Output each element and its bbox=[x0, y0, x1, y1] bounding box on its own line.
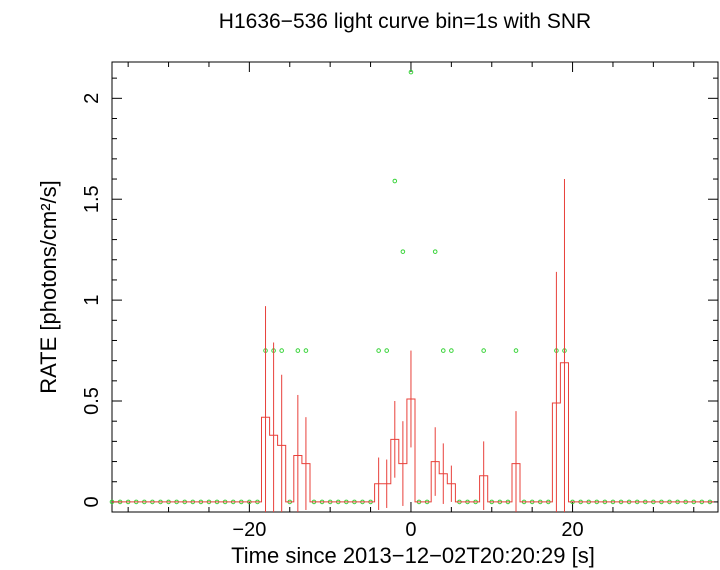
x-tick-label: 0 bbox=[405, 519, 416, 541]
snr-point bbox=[513, 348, 519, 353]
snr-point bbox=[400, 249, 406, 254]
y-tick-label: 0 bbox=[81, 496, 103, 507]
y-axis: 0 0.5 1 1.5 2 bbox=[81, 77, 718, 507]
snr-point bbox=[376, 348, 381, 353]
y-tick-label: 0.5 bbox=[81, 387, 103, 415]
y-tick-label: 1.5 bbox=[81, 185, 103, 213]
snr-point bbox=[432, 249, 438, 254]
snr-point bbox=[303, 348, 309, 353]
x-axis: −20 0 20 bbox=[127, 62, 695, 541]
x-axis-label: Time since 2013−12−02T20:20:29 [s] bbox=[231, 543, 595, 568]
snr-point bbox=[440, 348, 446, 353]
snr-point bbox=[408, 69, 414, 75]
y-tick-label: 1 bbox=[81, 295, 103, 306]
x-tick-label: 20 bbox=[561, 519, 583, 541]
chart-title: H1636−536 light curve bin=1s with SNR bbox=[219, 10, 591, 33]
snr-point bbox=[279, 348, 284, 353]
plot-frame bbox=[111, 61, 719, 513]
y-tick-label: 2 bbox=[81, 93, 103, 104]
snr-point bbox=[449, 348, 454, 353]
rate-step-line bbox=[112, 362, 714, 503]
y-axis-label: RATE [photons/cm²/s] bbox=[36, 180, 61, 394]
snr-point bbox=[392, 178, 398, 184]
snr-point bbox=[384, 348, 390, 353]
snr-point bbox=[295, 348, 301, 353]
snr-point bbox=[481, 348, 486, 353]
x-tick-label: −20 bbox=[232, 519, 266, 541]
rate-error-bars bbox=[265, 179, 565, 512]
